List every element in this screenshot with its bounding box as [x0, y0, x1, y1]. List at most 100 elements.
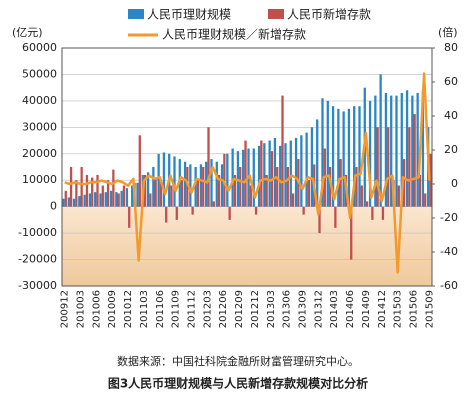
bar	[67, 197, 70, 207]
bar	[131, 185, 134, 207]
bar	[64, 190, 67, 207]
bar	[242, 149, 245, 207]
bar	[358, 106, 361, 207]
x-tick-label: 201409	[361, 290, 372, 328]
y2-tick-label: -20	[440, 211, 458, 224]
bar	[72, 198, 76, 207]
bar	[281, 95, 284, 207]
bar	[387, 127, 390, 207]
bar	[91, 177, 94, 207]
bar	[220, 164, 224, 207]
bar	[400, 92, 403, 207]
y-tick-label: 50000	[22, 67, 57, 80]
bar	[291, 193, 295, 207]
x-tick-label: 201412	[377, 290, 388, 328]
bar	[355, 167, 358, 207]
bar	[99, 193, 102, 207]
bar	[265, 174, 268, 207]
bar	[165, 206, 168, 223]
bar	[149, 193, 152, 207]
bar	[175, 206, 178, 220]
y2-tick-label: 80	[444, 41, 458, 54]
bar	[421, 90, 425, 207]
bar	[305, 132, 308, 207]
caption: 图3人民币理财规模与人民新增存款规模对比分析	[108, 376, 368, 391]
bar	[254, 206, 258, 215]
bar	[374, 95, 377, 207]
bar	[85, 174, 89, 207]
x-tick-label: 201006	[91, 290, 102, 328]
bar	[69, 167, 73, 207]
bar	[231, 148, 234, 207]
bar	[379, 74, 382, 207]
bar	[189, 164, 192, 207]
bar	[390, 95, 393, 207]
plot-frame	[61, 47, 433, 287]
bar	[260, 140, 263, 207]
bar	[424, 193, 427, 207]
bar	[257, 145, 261, 207]
bar	[115, 192, 118, 207]
y-axis-label: (亿元)	[12, 26, 43, 39]
x-tick-label: 201009	[107, 290, 118, 328]
y-tick-label: 30000	[22, 120, 57, 133]
y-tick-label: 40000	[22, 94, 57, 107]
bar	[268, 140, 271, 207]
bar	[215, 161, 218, 207]
bar	[402, 159, 406, 207]
bar	[350, 206, 353, 260]
bar	[94, 192, 97, 207]
bar	[252, 148, 255, 207]
bar	[83, 194, 86, 207]
bar	[331, 106, 335, 207]
bar	[276, 167, 279, 207]
bar	[316, 119, 319, 207]
bar	[75, 180, 78, 207]
bar	[143, 174, 147, 207]
x-tick-label: 201203	[202, 290, 213, 328]
y-tick-label: 0	[50, 200, 57, 213]
bar	[146, 172, 150, 207]
bar	[183, 161, 187, 207]
legend-swatch	[128, 9, 144, 19]
x-tick-label: 201206	[218, 290, 229, 328]
bar	[321, 98, 324, 207]
bar	[326, 100, 329, 207]
bar	[418, 174, 422, 207]
bar	[109, 190, 113, 207]
bar	[162, 152, 166, 207]
bar	[347, 108, 351, 207]
y-tick-label: -30000	[18, 279, 57, 292]
bar	[101, 185, 104, 207]
bar	[384, 92, 388, 207]
bar	[395, 95, 398, 207]
bar	[88, 193, 92, 207]
bar	[96, 174, 99, 207]
y-tick-label: 10000	[22, 173, 57, 186]
bar	[408, 127, 411, 207]
bar	[337, 108, 340, 207]
bar	[210, 159, 213, 207]
bar	[307, 180, 311, 207]
bar	[125, 188, 129, 207]
bar	[186, 167, 189, 207]
bar	[180, 180, 184, 207]
negative-background	[62, 206, 432, 286]
bar	[104, 192, 107, 207]
x-tick-label: 201503	[393, 290, 404, 328]
bar	[360, 185, 363, 207]
bar	[199, 164, 203, 207]
x-tick-label: 201003	[76, 290, 87, 328]
bar	[62, 198, 65, 207]
bar	[217, 174, 221, 207]
bar	[128, 206, 131, 228]
bar	[376, 127, 379, 207]
legend-swatch	[268, 9, 284, 19]
bar	[353, 106, 356, 207]
bar	[106, 180, 110, 207]
y2-tick-label: 0	[451, 177, 458, 190]
line	[64, 72, 431, 274]
bar	[78, 196, 81, 207]
y-tick-label: 60000	[22, 41, 57, 54]
